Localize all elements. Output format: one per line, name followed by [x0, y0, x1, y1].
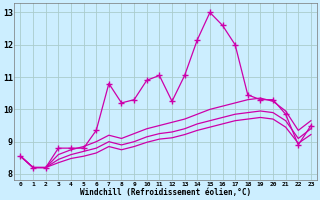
X-axis label: Windchill (Refroidissement éolien,°C): Windchill (Refroidissement éolien,°C): [80, 188, 251, 197]
